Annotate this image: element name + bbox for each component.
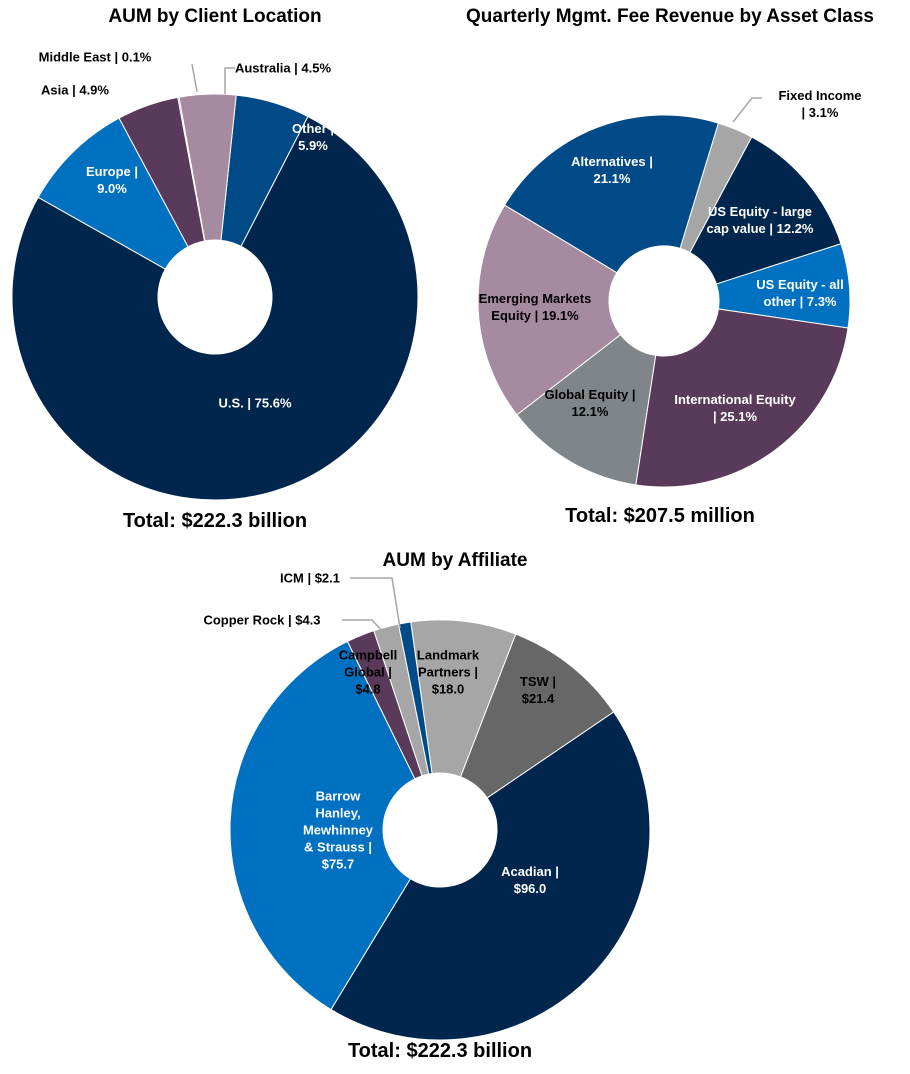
- data-label: Landmark Partners | $18.0: [416, 647, 480, 697]
- leader-line: [191, 63, 198, 93]
- data-label: International Equity | 25.1%: [674, 392, 796, 424]
- chart-title: Quarterly Mgmt. Fee Revenue by Asset Cla…: [466, 6, 874, 27]
- donut-slice: [397, 621, 433, 775]
- data-label: US Equity - large cap value | 12.2%: [706, 204, 814, 236]
- data-label: U.S. | 75.6%: [218, 395, 292, 411]
- donut-slice: [689, 136, 842, 285]
- chart-title: AUM by Client Location: [108, 6, 322, 27]
- total-label: Total: $222.3 billion: [122, 510, 308, 532]
- leader-line: [732, 97, 762, 123]
- leader-line: [224, 67, 235, 94]
- leader-line: [342, 619, 384, 633]
- data-label: Other | 5.9%: [292, 121, 334, 153]
- data-label: Barrow Hanley, Mewhinney & Strauss | $75…: [302, 788, 374, 872]
- data-label: ICM | $2.1: [280, 570, 340, 586]
- donut-slice: [516, 333, 657, 486]
- data-label: Acadian | $96.0: [501, 864, 559, 896]
- total-label: Total: $207.5 million: [565, 505, 755, 527]
- data-label: Fixed Income | 3.1%: [778, 88, 862, 120]
- donut-slice: [11, 115, 419, 501]
- data-label: Asia | 4.9%: [41, 82, 109, 98]
- leader-line: [350, 577, 401, 629]
- data-label: Australia | 4.5%: [234, 60, 332, 76]
- data-label: TSW | $21.4: [519, 674, 557, 706]
- chart-title: AUM by Affiliate: [382, 550, 528, 571]
- donut-slice: [635, 308, 849, 488]
- data-label: Emerging Markets Equity | 19.1%: [478, 291, 592, 323]
- donut-slice: [503, 114, 720, 274]
- data-label: Alternatives | 21.1%: [571, 154, 653, 186]
- data-label: US Equity - all other | 7.3%: [756, 277, 844, 309]
- data-label: Europe | 9.0%: [85, 164, 139, 196]
- data-label: Global Equity | 12.1%: [544, 387, 636, 419]
- donut-slice: [178, 93, 237, 242]
- total-label: Total: $222.3 billion: [347, 1040, 533, 1062]
- data-label: Middle East | 0.1%: [38, 49, 152, 65]
- data-label: Campbell Global | $4.8: [338, 647, 398, 697]
- donut-slice: [459, 633, 615, 799]
- donut-slice: [330, 711, 651, 1041]
- donut-slice: [477, 204, 622, 416]
- donut-slice: [229, 640, 416, 1011]
- data-label: Copper Rock | $4.3: [203, 612, 321, 628]
